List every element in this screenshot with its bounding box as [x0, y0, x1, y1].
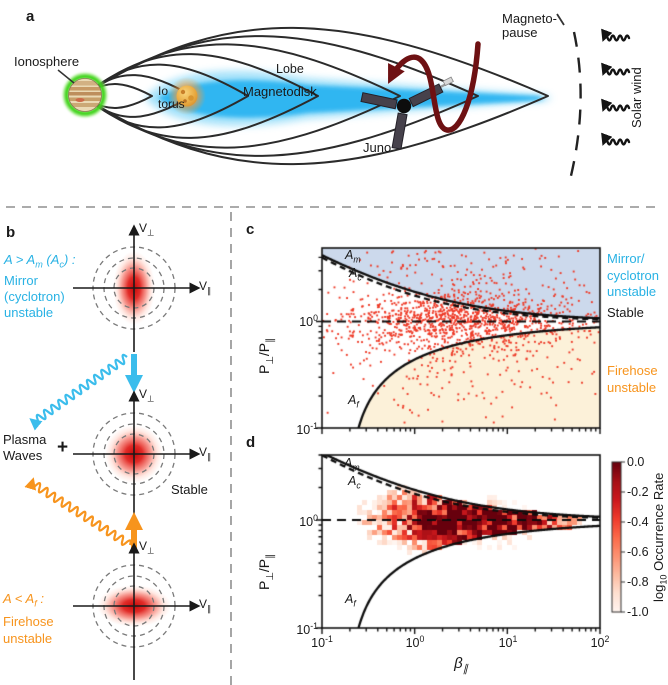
d-curve-label-Af: Af	[345, 592, 356, 609]
orange-wave-emission-arrow	[24, 477, 132, 546]
colorbar-tick: -1.0	[627, 605, 649, 619]
magnetodisk-shape	[145, 70, 552, 126]
d-xtick-0: 10-1	[311, 634, 333, 651]
colorbar-label: log10 Occurrence Rate	[651, 472, 668, 602]
magnetopause-label: Magneto- pause	[502, 11, 557, 40]
d-ylabel: P⊥/P∥	[256, 553, 276, 590]
io-torus-label: Io torus	[158, 84, 185, 111]
colorbar-tick: -0.8	[627, 575, 649, 589]
juno-body	[396, 98, 412, 114]
c-curve-label-Ac: Ac	[349, 266, 362, 283]
magnetic-field-lines	[89, 26, 549, 166]
jupiter	[62, 72, 108, 118]
colorbar-tick: 0.0	[627, 455, 645, 469]
occurrence-heatmap-canvas	[300, 447, 668, 640]
panel-c-label: c	[246, 221, 255, 238]
panel-a-illustration	[57, 13, 631, 181]
jupiter-bands	[68, 78, 102, 112]
vpar-axis-label: V∥	[199, 279, 212, 296]
solar-wind-arrows	[601, 28, 631, 146]
velocity-diagram-mirror	[73, 224, 201, 352]
vperp-axis-label: V⊥	[139, 221, 155, 238]
c-ytick-0p1: 10-1	[296, 421, 318, 438]
cyan-wave-emission-arrow	[29, 353, 128, 431]
ionosphere-glow-outer	[62, 72, 108, 118]
firehose-region-label: Firehose unstable	[607, 363, 658, 395]
d-xtick-1: 100	[405, 634, 425, 651]
plus-sign: +	[57, 437, 69, 458]
io-torus	[168, 77, 206, 115]
vpar-axis-label: V∥	[199, 597, 212, 614]
vpar-axis-label: V∥	[199, 445, 212, 462]
magnetodisk-label: Magnetodisk	[243, 84, 317, 99]
brazil-plot-scatter-canvas	[300, 240, 612, 436]
solar-wind-label: Solar wind	[629, 67, 644, 128]
juno-label: Juno	[363, 140, 392, 155]
juno-solar-panel	[391, 112, 408, 150]
d-xtick-3: 102	[590, 634, 610, 651]
c-ytick-1: 100	[299, 313, 318, 330]
magnetopause-boundary	[568, 31, 582, 181]
juno-solar-panel	[360, 92, 398, 110]
colorbar-tick: -0.6	[627, 545, 649, 559]
d-xlabel: β∥	[454, 655, 468, 675]
velocity-diagram-stable	[73, 390, 201, 516]
stable-label: Stable	[171, 482, 208, 497]
solar-wind-arrow	[601, 132, 631, 146]
solar-wind-arrow	[601, 98, 631, 112]
mirror-region-label: Mirror/ cyclotron unstable	[607, 251, 660, 299]
magnetopause-pointer	[556, 13, 565, 26]
lobe-label: Lobe	[276, 62, 304, 76]
vperp-axis-label: V⊥	[139, 387, 155, 404]
plasma-wave-arrow	[388, 41, 481, 133]
ionosphere-glow	[64, 74, 106, 116]
c-curve-label-Af: Af	[348, 393, 359, 410]
solar-wind-arrow	[601, 28, 631, 42]
c-ylabel: P⊥/P∥	[256, 337, 276, 374]
ionosphere-label: Ionosphere	[14, 54, 80, 69]
stable-region-label: Stable	[607, 305, 644, 320]
solar-wind-arrow	[601, 62, 631, 76]
d-ytick-0p1: 10-1	[296, 621, 318, 638]
d-xtick-2: 101	[498, 634, 518, 651]
d-ytick-1: 100	[299, 513, 318, 530]
d-curve-label-Am: Am	[344, 456, 360, 473]
vperp-axis-label: V⊥	[139, 539, 155, 556]
mirror-condition-text: A > Am (Ac) : Mirror (cyclotron) unstabl…	[4, 252, 76, 321]
ionosphere-pointer	[57, 69, 75, 84]
colorbar-tick: -0.2	[627, 485, 649, 499]
firehose-condition-text: A < Af : Firehose unstable	[3, 591, 54, 646]
c-curve-label-Am: Am	[345, 248, 361, 265]
colorbar-tick: -0.4	[627, 515, 649, 529]
panel-a-label: a	[26, 8, 35, 25]
plasma-waves-label: Plasma Waves	[3, 432, 47, 464]
panel-b-illustration	[24, 224, 201, 680]
d-curve-label-Ac: Ac	[348, 474, 361, 491]
panel-b-label: b	[6, 224, 16, 241]
panel-d-label: d	[246, 434, 256, 451]
velocity-diagram-firehose	[73, 542, 201, 680]
